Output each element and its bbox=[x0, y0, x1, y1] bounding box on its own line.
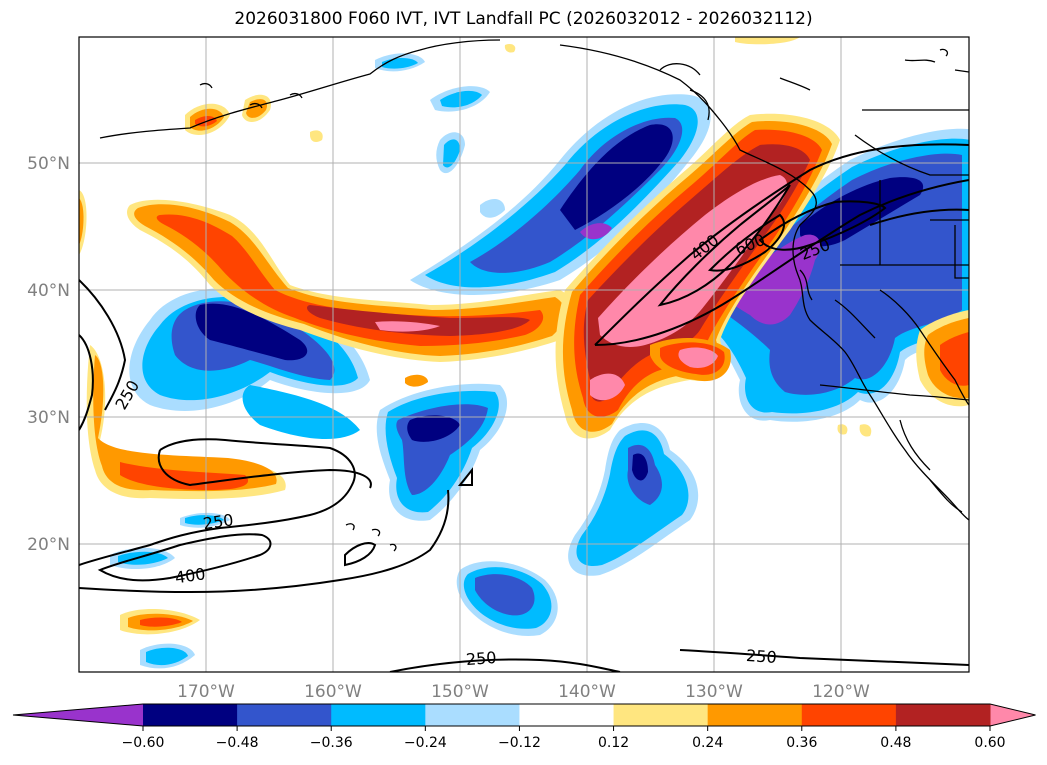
contour-label: 250 bbox=[202, 510, 235, 533]
latitude-labels: 50°N 40°N 30°N 20°N bbox=[27, 154, 70, 555]
lat-tick-label: 40°N bbox=[27, 281, 70, 301]
lon-tick-label: 150°W bbox=[431, 682, 489, 702]
colorbar-tick-label: −0.60 bbox=[122, 735, 165, 751]
colorbar-bin bbox=[331, 704, 426, 726]
chart-title: 2026031800 F060 IVT, IVT Landfall PC (20… bbox=[234, 9, 813, 29]
colorbar-bin bbox=[895, 704, 991, 726]
colorbar-bin bbox=[143, 704, 238, 726]
colorbar-bin bbox=[519, 704, 615, 726]
colorbar-bin bbox=[801, 704, 897, 726]
lon-tick-label: 120°W bbox=[812, 682, 870, 702]
colorbar-tick-label: 0.24 bbox=[692, 735, 723, 751]
colorbar-tick-label: −0.36 bbox=[310, 735, 353, 751]
colorbar: −0.60 −0.48 −0.36 −0.24 −0.12 0.12 0.24 0.36 0.4… bbox=[12, 703, 1036, 751]
contour-label: 250 bbox=[745, 646, 777, 667]
colorbar-bin bbox=[613, 704, 709, 726]
colorbar-bin bbox=[425, 704, 520, 726]
lon-tick-label: 130°W bbox=[685, 682, 743, 702]
colorbar-tick-label: −0.24 bbox=[404, 735, 447, 751]
lat-tick-label: 20°N bbox=[27, 535, 70, 555]
colorbar-tick-label: −0.48 bbox=[216, 735, 259, 751]
lon-tick-label: 140°W bbox=[558, 682, 616, 702]
longitude-labels: 170°W 160°W 150°W 140°W 130°W 120°W bbox=[177, 682, 870, 702]
colorbar-tick-label: 0.12 bbox=[598, 735, 629, 751]
map-frame bbox=[78, 36, 970, 673]
colorbar-extend-max bbox=[990, 704, 1036, 726]
colorbar-tick-label: −0.12 bbox=[498, 735, 541, 751]
gridlines bbox=[79, 37, 969, 672]
contour-labels: 250 400 600 250 250 400 250 250 bbox=[111, 230, 832, 669]
lat-tick-label: 30°N bbox=[27, 408, 70, 428]
colorbar-tick-label: 0.60 bbox=[974, 735, 1005, 751]
colorbar-bin bbox=[707, 704, 803, 726]
colorbar-tick-label: 0.36 bbox=[786, 735, 817, 751]
lat-tick-label: 50°N bbox=[27, 154, 70, 174]
contour-label: 400 bbox=[174, 564, 207, 587]
contour-label: 250 bbox=[465, 648, 497, 669]
lon-tick-label: 170°W bbox=[177, 682, 235, 702]
lon-tick-label: 160°W bbox=[304, 682, 362, 702]
coastlines bbox=[99, 39, 969, 552]
colorbar-tick-label: 0.48 bbox=[880, 735, 911, 751]
colorbar-extend-min bbox=[13, 704, 143, 726]
ivt-contours bbox=[79, 143, 969, 672]
colorbar-bin bbox=[237, 704, 332, 726]
